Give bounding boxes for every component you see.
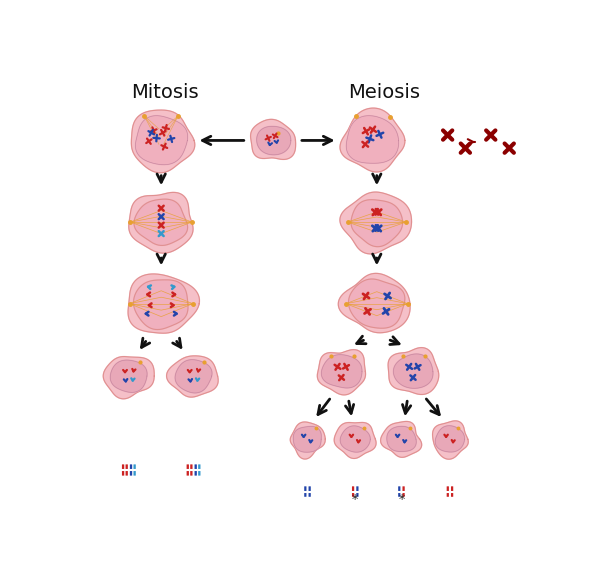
Polygon shape <box>349 279 405 328</box>
Polygon shape <box>334 422 376 458</box>
Polygon shape <box>340 192 412 254</box>
Polygon shape <box>317 350 365 395</box>
Polygon shape <box>128 274 199 333</box>
FancyBboxPatch shape <box>446 486 449 497</box>
Polygon shape <box>394 354 433 388</box>
FancyBboxPatch shape <box>356 486 359 497</box>
Polygon shape <box>388 347 439 394</box>
FancyBboxPatch shape <box>122 465 124 476</box>
Polygon shape <box>134 280 188 329</box>
Polygon shape <box>435 426 464 452</box>
FancyBboxPatch shape <box>308 486 311 497</box>
Text: Mitosis: Mitosis <box>131 84 199 103</box>
Polygon shape <box>110 360 147 392</box>
Polygon shape <box>351 200 403 246</box>
Polygon shape <box>346 115 398 163</box>
Polygon shape <box>103 357 154 399</box>
FancyBboxPatch shape <box>190 465 193 476</box>
FancyBboxPatch shape <box>398 486 400 497</box>
Polygon shape <box>175 360 212 393</box>
Polygon shape <box>322 355 362 388</box>
Text: *: * <box>352 493 358 506</box>
Polygon shape <box>167 356 218 397</box>
FancyBboxPatch shape <box>130 465 132 476</box>
Polygon shape <box>290 422 325 459</box>
Polygon shape <box>136 115 188 165</box>
FancyBboxPatch shape <box>187 465 189 476</box>
FancyBboxPatch shape <box>198 465 200 476</box>
Text: Meiosis: Meiosis <box>349 84 421 103</box>
FancyBboxPatch shape <box>403 486 405 497</box>
Polygon shape <box>340 426 370 452</box>
FancyBboxPatch shape <box>304 486 307 497</box>
Polygon shape <box>129 193 193 253</box>
Polygon shape <box>387 426 416 451</box>
Polygon shape <box>134 199 188 245</box>
Polygon shape <box>251 119 296 160</box>
FancyBboxPatch shape <box>352 486 354 497</box>
FancyBboxPatch shape <box>451 486 453 497</box>
Polygon shape <box>338 273 410 333</box>
Polygon shape <box>380 422 422 457</box>
Polygon shape <box>433 421 468 459</box>
FancyBboxPatch shape <box>133 465 136 476</box>
FancyBboxPatch shape <box>125 465 128 476</box>
Text: *: * <box>398 493 404 506</box>
FancyBboxPatch shape <box>194 465 197 476</box>
Polygon shape <box>257 126 291 155</box>
Polygon shape <box>131 110 195 173</box>
Polygon shape <box>293 426 321 452</box>
Polygon shape <box>340 108 405 172</box>
